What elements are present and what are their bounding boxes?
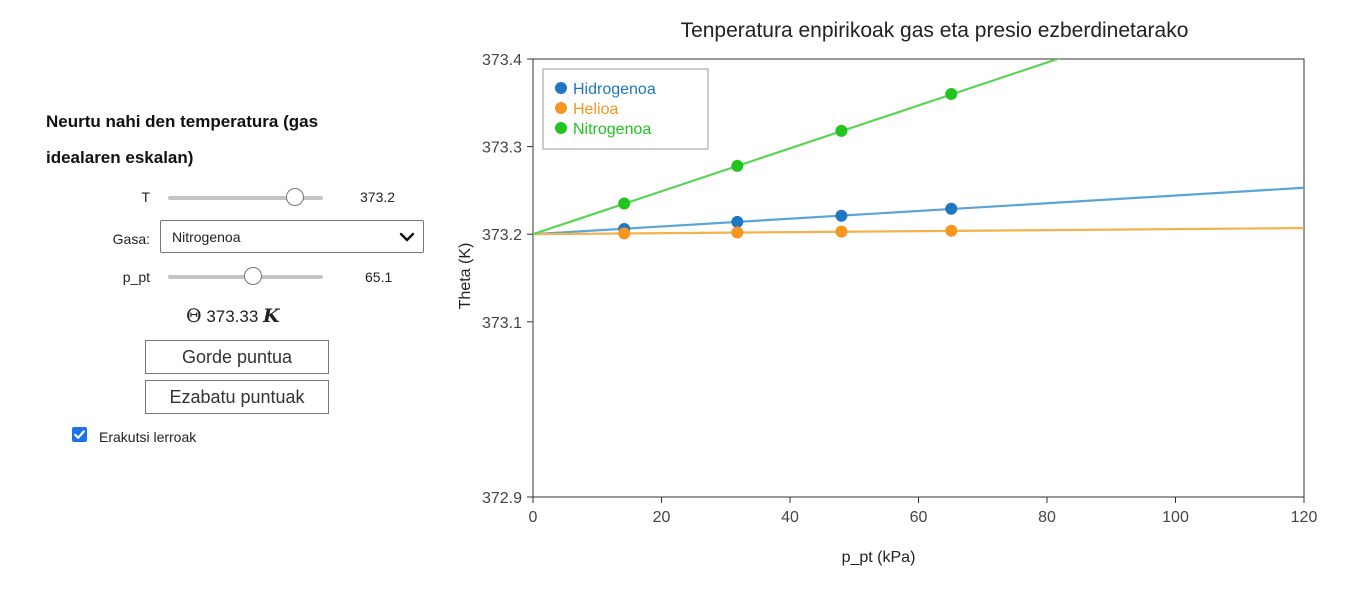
x-tick-label: 60 <box>910 509 928 526</box>
y-tick-label: 373.3 <box>482 140 522 157</box>
data-point-helioa <box>618 227 631 240</box>
show-lines-label: Erakutsi lerroak <box>99 429 197 445</box>
y-tick-label: 373.1 <box>482 315 522 332</box>
save-point-button[interactable]: Gorde puntua <box>145 340 329 374</box>
fit-line-hidrogenoa <box>533 186 1304 236</box>
legend-label-nitrogenoa: Nitrogenoa <box>573 121 651 138</box>
gas-select[interactable]: Nitrogenoa <box>160 220 424 253</box>
y-tick-label: 372.9 <box>482 490 522 507</box>
theta-value: 373.33 <box>206 307 259 326</box>
delete-points-button[interactable]: Ezabatu puntuak <box>145 380 329 414</box>
theta-chart: Tenperatura enpirikoak gas eta presio ez… <box>457 19 1318 566</box>
p-pt-slider[interactable] <box>168 267 323 287</box>
fit-line-helioa <box>533 226 1304 236</box>
legend-marker-helioa <box>555 102 567 114</box>
x-tick-label: 100 <box>1162 509 1189 526</box>
data-point-nitrogenoa <box>618 197 631 210</box>
checkmark-icon <box>74 430 85 439</box>
data-point-nitrogenoa <box>835 124 848 137</box>
data-point-hidrogenoa <box>945 202 958 215</box>
x-tick-label: 20 <box>653 509 671 526</box>
data-point-nitrogenoa <box>945 88 958 101</box>
y-axis-label: Theta (K) <box>457 243 474 310</box>
legend-label-helioa: Helioa <box>573 101 618 118</box>
plot-series-group <box>533 59 1304 240</box>
data-point-hidrogenoa <box>835 209 848 222</box>
theta-readout: Θ 373.33 K <box>186 305 280 327</box>
x-tick-label: 120 <box>1291 509 1318 526</box>
x-tick-label: 0 <box>529 509 538 526</box>
y-tick-label: 373.2 <box>482 227 522 244</box>
control-panel: Neurtu nahi den temperatura (gas idealar… <box>0 0 440 594</box>
chart-container: Tenperatura enpirikoak gas eta presio ez… <box>440 0 1352 594</box>
t-label: T <box>141 189 150 205</box>
legend-label-hidrogenoa: Hidrogenoa <box>573 81 656 98</box>
data-point-helioa <box>835 225 848 238</box>
x-tick-label: 40 <box>781 509 799 526</box>
t-slider[interactable] <box>168 188 323 208</box>
p-pt-value: 65.1 <box>365 269 393 285</box>
show-lines-checkbox[interactable] <box>72 427 87 442</box>
legend-marker-nitrogenoa <box>555 122 567 134</box>
p-pt-label: p_pt <box>122 269 150 285</box>
gas-label: Gasa: <box>112 231 150 247</box>
chart-title: Tenperatura enpirikoak gas eta presio ez… <box>681 19 1189 42</box>
theta-symbol: Θ <box>186 305 202 327</box>
t-value: 373.2 <box>360 189 396 205</box>
legend-box <box>542 68 709 150</box>
t-slider-track[interactable] <box>168 196 323 200</box>
panel-heading: Neurtu nahi den temperatura (gas idealar… <box>46 112 319 167</box>
x-tick-label: 80 <box>1038 509 1056 526</box>
data-point-helioa <box>945 224 958 237</box>
t-slider-thumb[interactable] <box>286 188 305 206</box>
y-tick-label: 373.4 <box>482 52 522 69</box>
fit-line-nitrogenoa <box>533 59 1061 236</box>
chevron-down-icon <box>399 232 415 242</box>
data-point-nitrogenoa <box>731 159 744 172</box>
legend-marker-hidrogenoa <box>555 82 567 94</box>
gas-select-value: Nitrogenoa <box>172 229 241 245</box>
x-axis-label: p_pt (kPa) <box>842 549 916 566</box>
p-pt-slider-thumb[interactable] <box>244 267 263 285</box>
theta-unit: K <box>263 305 280 327</box>
data-point-hidrogenoa <box>731 215 744 228</box>
data-point-helioa <box>731 226 744 239</box>
